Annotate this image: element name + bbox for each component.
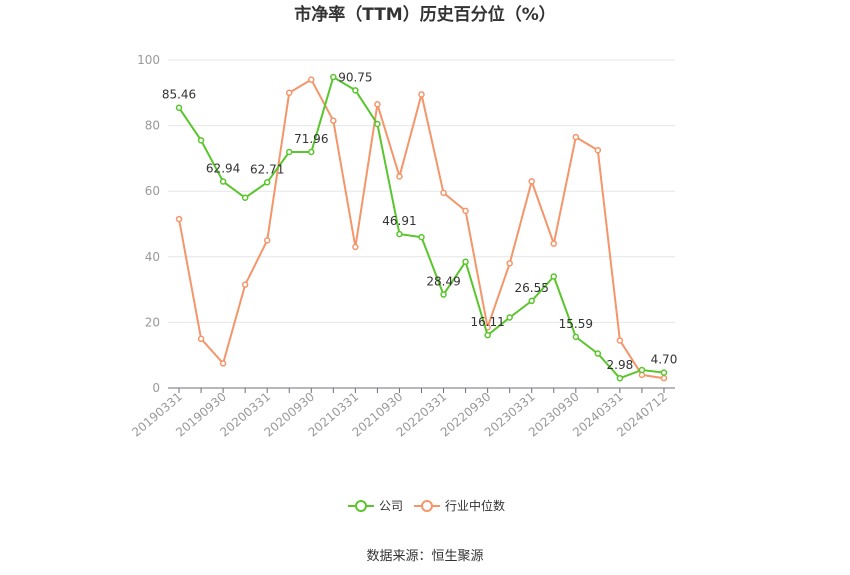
data-point[interactable]	[330, 73, 337, 81]
data-point[interactable]	[219, 178, 227, 185]
legend-item-行业中位数[interactable]: 行业中位数	[414, 498, 505, 513]
data-point[interactable]	[594, 350, 602, 357]
data-point[interactable]	[197, 335, 205, 343]
data-label: 28.49	[426, 275, 460, 289]
data-point[interactable]	[352, 243, 359, 251]
legend-label: 公司	[379, 499, 403, 513]
data-point[interactable]	[572, 133, 580, 141]
data-point[interactable]	[285, 89, 293, 97]
data-point[interactable]	[528, 297, 535, 305]
data-label: 4.70	[651, 353, 678, 367]
data-point[interactable]	[440, 291, 447, 298]
legend-marker	[355, 500, 367, 512]
series-line-行业中位数	[178, 78, 665, 380]
data-label: 16.11	[470, 315, 504, 329]
data-point[interactable]	[374, 101, 381, 108]
y-tick-label: 20	[145, 315, 160, 329]
data-point[interactable]	[594, 146, 602, 154]
legend[interactable]: 公司 行业中位数	[348, 498, 505, 513]
data-point[interactable]	[396, 173, 403, 180]
data-point[interactable]	[660, 369, 668, 376]
data-point[interactable]	[241, 281, 249, 288]
data-point[interactable]	[175, 104, 183, 111]
data-point[interactable]	[418, 233, 425, 241]
data-point[interactable]	[219, 360, 227, 367]
data-point[interactable]	[462, 258, 469, 265]
data-point[interactable]	[638, 366, 646, 374]
data-point[interactable]	[506, 260, 513, 267]
data-point[interactable]	[616, 374, 624, 382]
data-source-note: 数据来源：恒生聚源	[366, 549, 483, 564]
data-label: 71.96	[294, 132, 328, 146]
data-point[interactable]	[528, 178, 535, 185]
data-point[interactable]	[484, 331, 491, 339]
data-label: 90.75	[338, 70, 372, 84]
data-point[interactable]	[550, 273, 558, 280]
data-point[interactable]	[506, 314, 513, 321]
series-line-公司	[178, 75, 665, 380]
data-point[interactable]	[660, 374, 668, 382]
data-label: 46.91	[382, 214, 416, 228]
data-point[interactable]	[462, 207, 469, 215]
grid-lines	[168, 59, 675, 323]
legend-marker	[421, 500, 433, 512]
data-point[interactable]	[374, 120, 381, 128]
data-point[interactable]	[396, 230, 403, 238]
data-point[interactable]	[352, 87, 359, 94]
data-label: 62.71	[250, 162, 284, 176]
legend-label: 行业中位数	[445, 498, 505, 513]
data-point[interactable]	[308, 148, 315, 156]
data-point[interactable]	[550, 240, 558, 247]
chart-title: 市净率（TTM）历史百分位（%）	[294, 4, 556, 25]
data-point[interactable]	[263, 237, 271, 244]
data-label: 15.59	[559, 317, 593, 331]
y-tick-label: 80	[145, 119, 160, 133]
data-point[interactable]	[308, 76, 315, 83]
data-point[interactable]	[175, 215, 183, 223]
data-point[interactable]	[330, 117, 337, 124]
y-tick-label: 0	[152, 381, 160, 395]
data-point[interactable]	[616, 337, 624, 344]
y-tick-label: 60	[145, 184, 160, 198]
data-label: 26.55	[515, 281, 549, 295]
data-labels: 85.46 62.94 62.71 71.96 90.75 46.91 28.49 16.11…	[162, 70, 677, 372]
y-axis: 0 20 40 60 80 100	[137, 53, 160, 395]
y-tick-label: 100	[137, 53, 160, 67]
legend-item-公司[interactable]: 公司	[348, 499, 403, 513]
data-label: 2.98	[607, 358, 634, 372]
x-axis: 2019033120190930202003312020093020210331…	[129, 387, 675, 440]
data-point[interactable]	[197, 137, 205, 144]
data-label: 62.94	[206, 162, 240, 176]
data-point[interactable]	[241, 194, 249, 202]
data-point[interactable]	[572, 333, 580, 341]
data-label: 85.46	[162, 88, 196, 102]
data-point[interactable]	[263, 179, 271, 186]
data-point[interactable]	[285, 148, 293, 156]
series-layer	[175, 73, 668, 382]
data-point[interactable]	[440, 189, 447, 197]
y-tick-label: 40	[145, 250, 160, 264]
data-point[interactable]	[418, 91, 425, 98]
